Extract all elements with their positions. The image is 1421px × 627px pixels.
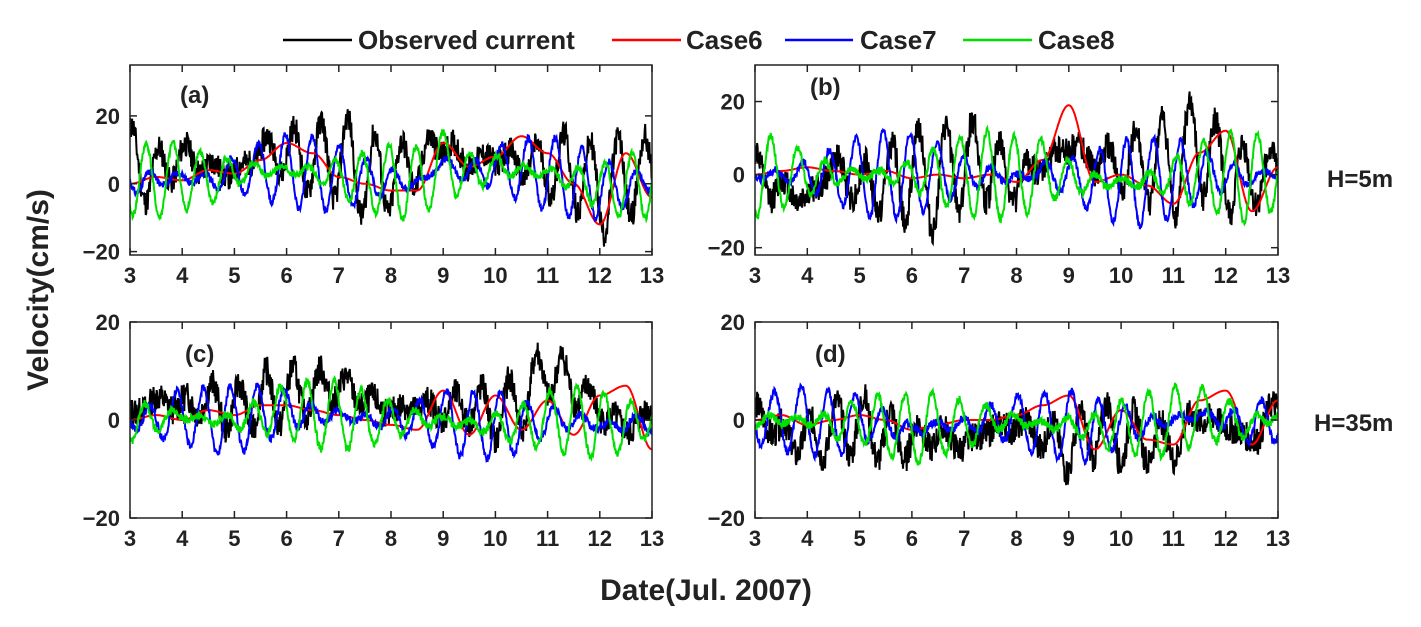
- panel-d-xtick-label: 8: [1010, 526, 1022, 551]
- panel-d-ytick-label: 20: [721, 310, 745, 335]
- panel-b-xtick-label: 5: [853, 263, 865, 288]
- panel-a-xtick-label: 13: [640, 263, 664, 288]
- panel-d-xtick-label: 9: [1063, 526, 1075, 551]
- panel-b-xtick-label: 7: [958, 263, 970, 288]
- panel-d-xtick-label: 12: [1213, 526, 1237, 551]
- panel-a-xtick-label: 9: [437, 263, 449, 288]
- legend-label-case7: Case7: [860, 25, 937, 55]
- panel-d-xtick-label: 5: [853, 526, 865, 551]
- panel-d-xtick-label: 6: [906, 526, 918, 551]
- panel-b-xtick-label: 6: [906, 263, 918, 288]
- panel-a-label: (a): [180, 82, 209, 109]
- panel-c-xtick-label: 9: [437, 526, 449, 551]
- panel-c-xtick-label: 13: [640, 526, 664, 551]
- panel-b-xtick-label: 12: [1213, 263, 1237, 288]
- panel-d: 3 4 5 6 7 8 9 10 11 12 13 −20 0 20 (d): [708, 310, 1291, 551]
- panel-c-xtick-label: 5: [228, 526, 240, 551]
- panel-c-ytick-label: 20: [96, 310, 120, 335]
- panel-a-series-case8: [130, 129, 652, 224]
- panel-a-series-case6: [130, 135, 652, 226]
- panel-b-series-case8: [755, 124, 1278, 227]
- panel-d-xtick-label: 3: [749, 526, 761, 551]
- panel-a-xtick-label: 10: [483, 263, 507, 288]
- y-axis-label: Velocity(cm/s): [22, 189, 55, 391]
- panel-b-ytick-label: −20: [708, 236, 745, 261]
- panel-d-series-group: [755, 382, 1278, 486]
- panel-b-xtick-label: 11: [1162, 263, 1185, 288]
- panel-c-series-group: [130, 342, 652, 463]
- panel-b-ytick-label: 0: [733, 163, 745, 188]
- x-axis-label: Date(Jul. 2007): [600, 574, 812, 607]
- panel-b-label: (b): [810, 74, 841, 101]
- panel-d-ytick-label: 0: [733, 408, 745, 433]
- panel-a-xtick-label: 8: [385, 263, 397, 288]
- panel-b-xtick-label: 9: [1063, 263, 1075, 288]
- panel-d-xtick-label: 4: [801, 526, 814, 551]
- panel-c-xtick-label: 7: [333, 526, 345, 551]
- panel-a-xtick-label: 12: [588, 263, 612, 288]
- panel-d-xtick-label: 11: [1162, 526, 1185, 551]
- panel-b-xtick-label: 8: [1010, 263, 1022, 288]
- panel-b-xtick-label: 10: [1109, 263, 1133, 288]
- panel-c: 3 4 5 6 7 8 9 10 11 12 13 −20 0 20 (c): [83, 310, 665, 551]
- panel-b-xtick-label: 3: [749, 263, 761, 288]
- panel-b: 3 4 5 6 7 8 9 10 11 12 13 −20 0 20 (b): [708, 64, 1290, 288]
- legend-label-observed: Observed current: [358, 25, 575, 55]
- panel-b-ytick-label: 20: [721, 90, 745, 115]
- panel-c-ytick-label: −20: [83, 506, 120, 531]
- panel-b-series-observed-current: [755, 91, 1278, 247]
- panel-a-series-group: [130, 109, 652, 247]
- panel-c-xtick-label: 10: [483, 526, 507, 551]
- panel-d-label: (d): [815, 341, 846, 368]
- panel-c-ytick-label: 0: [108, 408, 120, 433]
- panel-a-xtick-label: 11: [536, 263, 559, 288]
- panel-a-ytick-label: −20: [83, 240, 120, 265]
- panel-a-xtick-label: 7: [333, 263, 345, 288]
- panel-a-ytick-label: 20: [96, 104, 120, 129]
- panel-c-xtick-label: 6: [280, 526, 292, 551]
- panel-a-series-observed-current: [130, 109, 652, 247]
- panel-d-xtick-label: 7: [958, 526, 970, 551]
- panel-d-series-case8: [755, 382, 1278, 466]
- panel-b-xtick-label: 4: [801, 263, 814, 288]
- depth-label-bottom: H=35m: [1314, 410, 1393, 437]
- panel-a-xtick-label: 6: [280, 263, 292, 288]
- panel-c-xtick-label: 12: [588, 526, 612, 551]
- panel-c-xtick-label: 3: [124, 526, 136, 551]
- panel-d-series-case7: [755, 382, 1278, 466]
- panel-b-series-case6: [755, 104, 1278, 213]
- panel-d-ytick-label: −20: [708, 506, 745, 531]
- panel-c-xtick-label: 4: [176, 526, 189, 551]
- legend: Observed current Case6 Case7 Case8: [283, 25, 1115, 55]
- panel-a-ytick-label: 0: [108, 172, 120, 197]
- panel-d-xtick-label: 13: [1266, 526, 1290, 551]
- panel-c-xtick-label: 8: [385, 526, 397, 551]
- legend-label-case6: Case6: [686, 25, 763, 55]
- panel-a-xtick-label: 4: [176, 263, 189, 288]
- panel-c-xtick-label: 11: [536, 526, 559, 551]
- panel-a-xtick-label: 3: [124, 263, 136, 288]
- panel-c-series-case8: [130, 375, 652, 463]
- legend-label-case8: Case8: [1038, 25, 1115, 55]
- panel-a: 3 4 5 6 7 8 9 10 11 12 13 −20 0 20 (a): [83, 64, 664, 288]
- panel-c-series-case7: [130, 382, 652, 463]
- panel-a-xtick-label: 5: [228, 263, 240, 288]
- panel-b-series-group: [755, 91, 1278, 247]
- panel-d-xtick-label: 10: [1109, 526, 1133, 551]
- panel-c-label: (c): [185, 341, 214, 368]
- depth-label-top: H=5m: [1327, 166, 1393, 193]
- panel-b-xtick-label: 13: [1266, 263, 1290, 288]
